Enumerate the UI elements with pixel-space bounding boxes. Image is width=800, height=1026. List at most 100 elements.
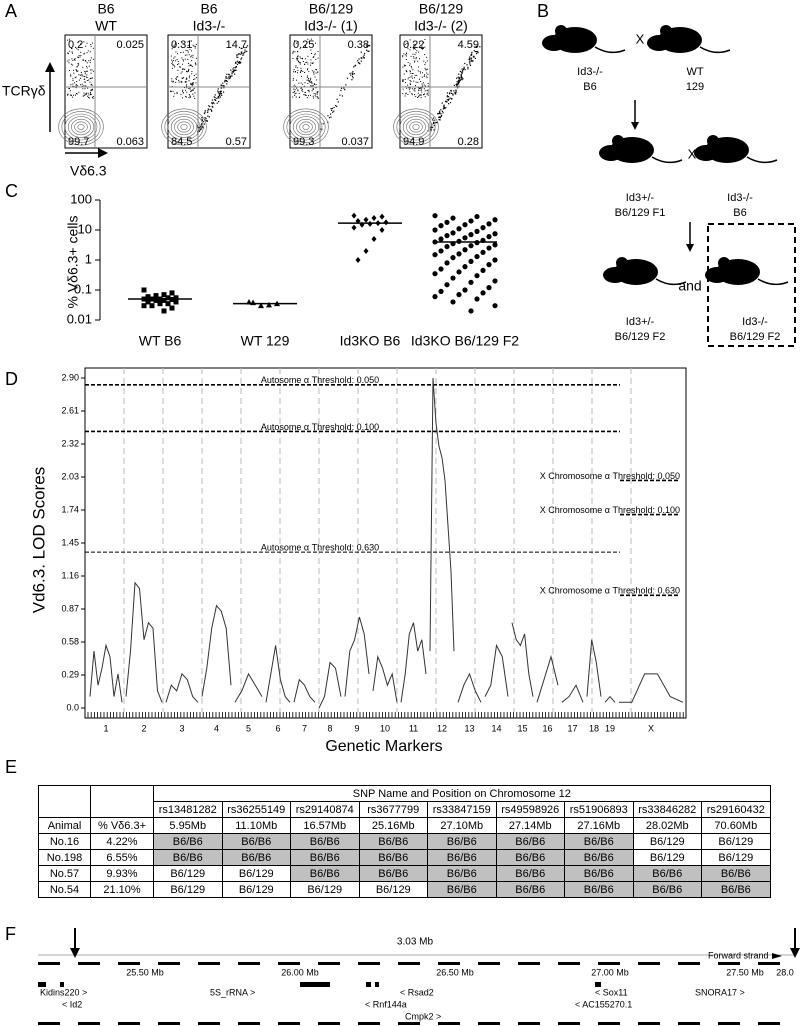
data-point <box>492 231 498 237</box>
event-dot <box>83 92 85 94</box>
event-dot <box>335 105 337 107</box>
event-dot <box>409 87 411 89</box>
event-dot <box>424 90 426 92</box>
genotype-cell: B6/B6 <box>495 849 565 866</box>
event-dot <box>303 94 305 96</box>
event-dot <box>426 93 428 95</box>
gene-block <box>595 982 601 987</box>
event-dot <box>202 121 205 123</box>
mouse-head <box>705 267 729 283</box>
data-point <box>462 247 468 253</box>
event-dot <box>90 94 92 96</box>
event-dot <box>240 52 242 54</box>
event-dot <box>446 101 448 103</box>
event-dot <box>86 80 88 82</box>
contour <box>302 124 310 130</box>
event-dot <box>86 52 88 54</box>
snp-name: rs49598926 <box>495 801 565 818</box>
genotype-cell: B6/B6 <box>427 833 497 850</box>
event-dot <box>71 96 73 98</box>
x-tick-label: 16 <box>542 723 552 733</box>
event-dot <box>88 60 90 62</box>
event-dot <box>308 81 310 83</box>
event-dot <box>223 85 225 87</box>
event-dot <box>293 84 295 86</box>
scale-bar <box>478 1022 500 1025</box>
lod-curve <box>293 678 316 703</box>
event-dot <box>89 81 91 83</box>
event-dot <box>310 38 312 40</box>
event-dot <box>89 69 91 71</box>
y-axis-title: Vd6.3. LOD Scores <box>29 467 48 613</box>
event-dot <box>233 69 236 71</box>
table-row: No.16 4.22% B6/B6 B6/B6 B6/B6 B6/B6 B6/B6 B6/B6… <box>38 833 771 850</box>
contour <box>74 121 88 133</box>
event-dot <box>294 91 296 93</box>
event-dot <box>77 64 79 66</box>
event-dot <box>404 65 406 67</box>
event-dot <box>413 47 415 49</box>
event-dot <box>297 55 299 57</box>
event-dot <box>420 47 422 49</box>
flow-plot <box>161 34 251 149</box>
event-dot <box>210 108 212 110</box>
event-dot <box>402 55 404 57</box>
event-dot <box>191 89 193 91</box>
genotype-cell: B6/129 <box>153 865 223 882</box>
event-dot <box>236 63 239 65</box>
event-dot <box>414 48 416 50</box>
event-dot <box>89 92 91 94</box>
event-dot <box>461 79 463 81</box>
event-dot <box>314 76 316 78</box>
event-dot <box>419 43 421 45</box>
scale-bar <box>158 962 180 965</box>
quadrant-value: 0.31 <box>171 39 192 51</box>
event-dot <box>351 72 353 74</box>
event-dot <box>180 52 182 54</box>
event-dot <box>187 44 189 46</box>
event-dot <box>226 83 228 85</box>
event-dot <box>173 95 175 97</box>
event-dot <box>458 78 461 80</box>
event-dot <box>69 50 71 52</box>
event-dot <box>419 94 421 96</box>
scale-bar <box>518 1022 540 1025</box>
contour <box>393 108 439 146</box>
event-dot <box>304 71 306 73</box>
event-dot <box>344 89 346 91</box>
event-dot <box>189 75 191 77</box>
scale-bar <box>198 962 220 965</box>
event-dot <box>474 57 476 60</box>
event-dot <box>220 84 223 86</box>
event-dot <box>213 102 215 105</box>
data-point <box>438 248 444 254</box>
event-dot <box>85 45 87 47</box>
x-tick-label: 19 <box>605 723 615 733</box>
event-dot <box>309 80 311 82</box>
event-dot <box>83 41 85 43</box>
event-dot <box>296 57 298 59</box>
event-dot <box>78 79 80 81</box>
contour <box>292 116 320 138</box>
event-dot <box>185 77 187 79</box>
data-point <box>462 235 468 241</box>
cross-symbol: X <box>688 146 697 161</box>
event-dot <box>445 101 447 103</box>
event-dot <box>421 83 423 85</box>
mouse-tail <box>594 46 626 54</box>
event-dot <box>231 75 233 77</box>
scale-bar <box>318 1022 340 1025</box>
quadrant-value: 99.7 <box>68 136 89 148</box>
event-dot <box>220 87 222 89</box>
event-dot <box>440 113 442 115</box>
mouse-strain: B6/129 F2 <box>615 331 666 343</box>
event-dot <box>217 95 220 98</box>
event-dot <box>296 59 298 61</box>
event-dot <box>187 69 189 71</box>
data-point <box>492 257 498 263</box>
event-dot <box>461 72 463 74</box>
event-dot <box>73 69 75 71</box>
event-dot <box>476 45 478 48</box>
event-dot <box>92 58 94 60</box>
event-dot <box>214 94 216 96</box>
